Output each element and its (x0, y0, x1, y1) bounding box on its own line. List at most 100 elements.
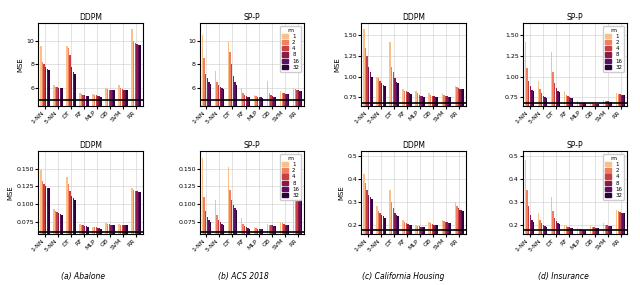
Bar (87, 96, 88, 159)
Title: DDPM: DDPM (402, 13, 425, 22)
Bar (544, 226, 545, 270)
Bar (286, 225, 287, 275)
Bar (95, 227, 97, 275)
Bar (67, 46, 68, 159)
Bar (81, 94, 83, 159)
Bar (107, 89, 108, 159)
Bar (538, 213, 540, 270)
Legend: 1, 2, 4, 8, 16, 32: 1, 2, 4, 8, 16, 32 (603, 26, 625, 72)
Bar (378, 211, 380, 270)
Bar (126, 90, 128, 159)
Bar (84, 95, 86, 159)
Bar (462, 211, 464, 270)
Bar (273, 97, 275, 159)
Bar (294, 89, 296, 159)
Bar (298, 194, 299, 275)
Bar (428, 222, 430, 270)
Bar (458, 208, 459, 270)
Bar (298, 90, 299, 159)
Bar (270, 95, 271, 159)
Title: SP-P: SP-P (567, 13, 584, 22)
Bar (404, 91, 405, 159)
Bar (435, 97, 436, 159)
Bar (56, 213, 58, 275)
Bar (367, 56, 368, 159)
Bar (259, 97, 260, 159)
Bar (86, 226, 87, 275)
Bar (389, 190, 391, 270)
Bar (409, 225, 410, 270)
Bar (543, 225, 544, 270)
Bar (220, 222, 221, 275)
Legend: 1, 2, 4, 8, 16, 32: 1, 2, 4, 8, 16, 32 (280, 26, 301, 72)
Bar (246, 227, 247, 275)
Bar (566, 95, 567, 159)
Bar (442, 220, 443, 270)
Bar (223, 89, 224, 159)
Title: DDPM: DDPM (402, 141, 425, 150)
Bar (216, 215, 218, 275)
Bar (570, 228, 572, 270)
Bar (275, 97, 276, 159)
Bar (406, 91, 407, 159)
Bar (83, 225, 84, 275)
Bar (598, 104, 599, 159)
Bar (544, 97, 545, 159)
Bar (259, 229, 260, 275)
Bar (368, 67, 369, 159)
Bar (280, 91, 282, 159)
Bar (624, 213, 625, 270)
Bar (528, 81, 529, 159)
Text: (c) California Housing: (c) California Housing (362, 272, 444, 281)
Bar (430, 223, 431, 270)
Bar (109, 89, 110, 159)
Bar (67, 177, 68, 275)
Bar (271, 225, 273, 275)
Bar (68, 48, 69, 159)
Bar (540, 89, 541, 159)
Bar (419, 226, 420, 270)
Bar (223, 225, 224, 275)
Bar (456, 87, 458, 159)
Bar (243, 224, 244, 275)
Bar (106, 223, 107, 275)
Bar (300, 91, 301, 159)
Bar (397, 217, 399, 270)
Bar (376, 77, 378, 159)
Bar (234, 82, 236, 159)
Bar (591, 103, 593, 159)
Bar (527, 68, 528, 159)
Bar (257, 229, 259, 275)
Bar (110, 225, 111, 275)
Bar (564, 225, 565, 270)
Bar (301, 91, 302, 159)
Bar (407, 92, 408, 159)
Bar (48, 70, 49, 159)
Bar (551, 52, 552, 159)
Bar (368, 195, 369, 270)
Bar (99, 96, 100, 159)
Title: DDPM: DDPM (79, 13, 102, 22)
Bar (570, 98, 572, 159)
Bar (56, 87, 58, 159)
Legend: 1, 2, 4, 8, 16, 32: 1, 2, 4, 8, 16, 32 (280, 154, 301, 200)
Bar (556, 221, 557, 270)
Bar (113, 90, 115, 159)
Bar (595, 228, 596, 270)
Bar (569, 97, 570, 159)
Bar (273, 226, 275, 275)
Bar (140, 192, 141, 275)
Bar (106, 88, 107, 159)
Bar (458, 88, 459, 159)
Bar (454, 86, 456, 159)
Bar (262, 229, 263, 275)
Bar (543, 95, 544, 159)
Bar (609, 226, 611, 270)
Bar (92, 227, 94, 275)
Bar (449, 97, 451, 159)
Bar (528, 206, 529, 270)
Bar (205, 211, 206, 275)
Bar (122, 225, 123, 275)
Bar (605, 101, 606, 159)
Bar (236, 210, 237, 275)
